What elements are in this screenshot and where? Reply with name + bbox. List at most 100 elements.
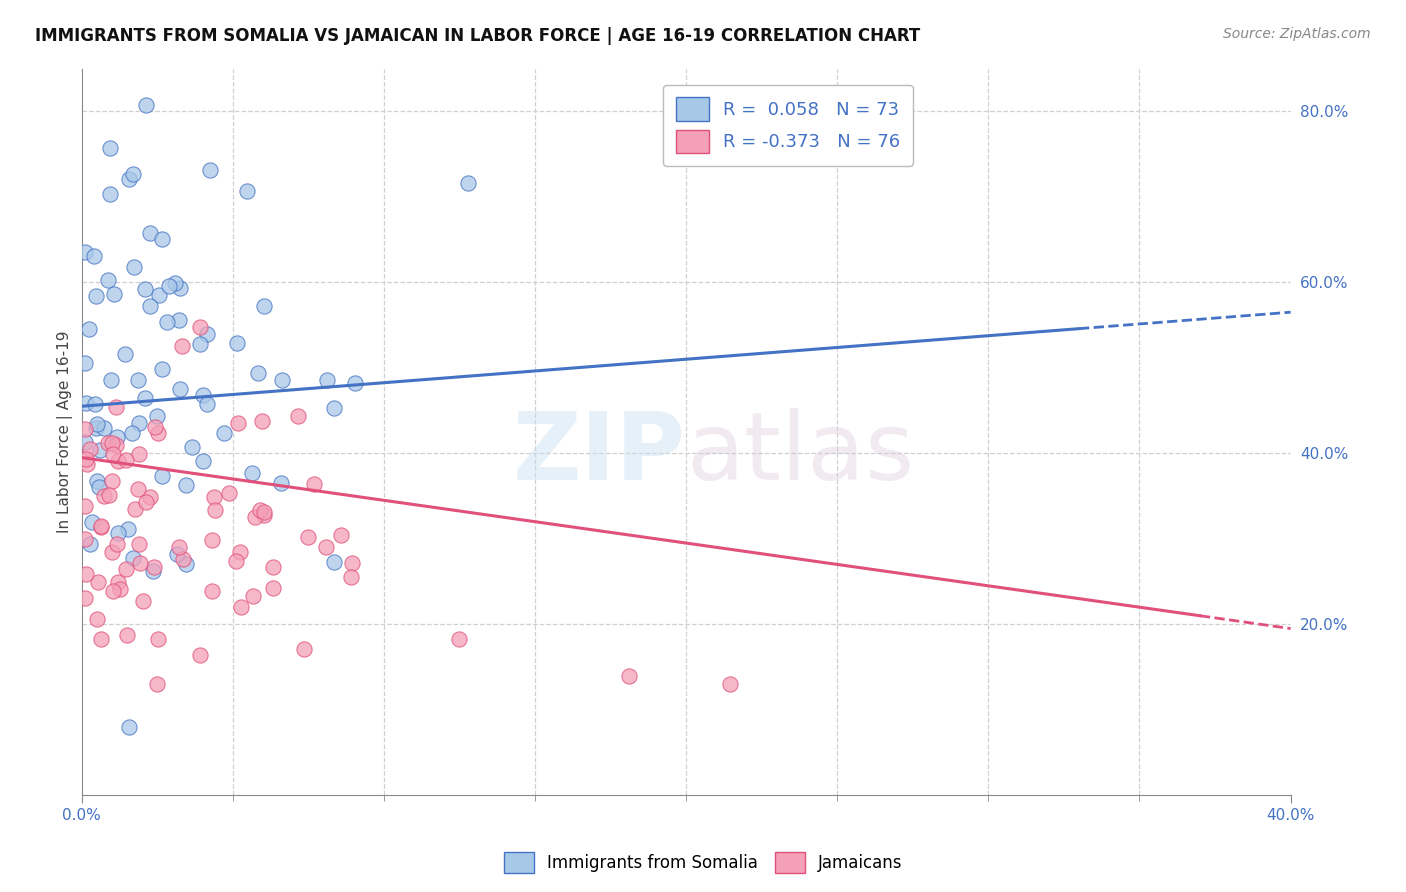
Point <box>86 289 108 303</box>
Point <box>127 482 149 496</box>
Point <box>114 347 136 361</box>
Point <box>117 522 139 536</box>
Point <box>86 474 108 488</box>
Point <box>73 532 96 546</box>
Point <box>118 720 141 734</box>
Point <box>156 315 179 329</box>
Point <box>107 454 129 468</box>
Point <box>250 413 273 427</box>
Point <box>75 451 97 466</box>
Point <box>169 281 191 295</box>
Point <box>195 396 218 410</box>
Point <box>315 541 337 555</box>
Point <box>87 480 110 494</box>
Point <box>150 469 173 483</box>
Point <box>107 525 129 540</box>
Point <box>115 453 138 467</box>
Point <box>447 632 470 646</box>
Point <box>93 489 115 503</box>
Point <box>100 373 122 387</box>
Point <box>148 287 170 301</box>
Point <box>229 600 252 615</box>
Point <box>101 545 124 559</box>
Point <box>146 632 169 647</box>
Point <box>121 167 143 181</box>
Point <box>202 491 225 505</box>
Point <box>80 515 103 529</box>
Point <box>128 447 150 461</box>
Point <box>253 505 276 519</box>
Point <box>226 336 249 351</box>
Point <box>159 279 181 293</box>
Point <box>128 537 150 551</box>
Point <box>75 567 97 582</box>
Point <box>240 467 263 481</box>
Point <box>292 642 315 657</box>
Point <box>139 490 162 504</box>
Point <box>253 508 276 522</box>
Point <box>73 356 96 370</box>
Point <box>135 495 157 509</box>
Point <box>86 417 108 431</box>
Point <box>169 382 191 396</box>
Point <box>188 648 211 662</box>
Point <box>98 141 121 155</box>
Point <box>617 669 640 683</box>
Point <box>188 320 211 334</box>
Point <box>170 339 193 353</box>
Point <box>101 583 124 598</box>
Point <box>90 520 112 534</box>
Point <box>191 454 214 468</box>
Point <box>105 401 128 415</box>
Point <box>225 554 247 568</box>
Point <box>97 435 120 450</box>
Point <box>124 501 146 516</box>
Point <box>93 421 115 435</box>
Y-axis label: In Labor Force | Age 16-19: In Labor Force | Age 16-19 <box>58 331 73 533</box>
Point <box>79 442 101 457</box>
Point <box>83 249 105 263</box>
Point <box>150 362 173 376</box>
Point <box>84 397 107 411</box>
Point <box>135 98 157 112</box>
Point <box>249 503 271 517</box>
Point <box>167 313 190 327</box>
Point <box>271 373 294 387</box>
Point <box>114 562 136 576</box>
Point <box>127 373 149 387</box>
Point <box>75 395 97 409</box>
Point <box>146 426 169 441</box>
Point <box>212 426 235 441</box>
Point <box>344 376 367 390</box>
Point <box>79 537 101 551</box>
Point <box>89 442 111 457</box>
Point <box>121 426 143 441</box>
Point <box>73 422 96 436</box>
Point <box>87 575 110 590</box>
Point <box>143 560 166 574</box>
Point <box>73 245 96 260</box>
Point <box>97 488 120 502</box>
Point <box>143 420 166 434</box>
Point <box>145 677 167 691</box>
Point <box>105 537 128 551</box>
Text: atlas: atlas <box>686 408 914 500</box>
Point <box>84 421 107 435</box>
Point <box>134 391 156 405</box>
Point <box>229 545 252 559</box>
Point <box>200 162 222 177</box>
Point <box>146 409 169 424</box>
Point <box>236 184 259 198</box>
Point <box>242 589 264 603</box>
Point <box>330 528 353 542</box>
Point <box>172 552 194 566</box>
Point <box>142 564 165 578</box>
Point <box>73 499 96 513</box>
Point <box>226 417 249 431</box>
Point <box>90 632 112 646</box>
Point <box>181 440 204 454</box>
Point <box>139 226 162 240</box>
Point <box>73 434 96 449</box>
Point <box>128 416 150 430</box>
Point <box>122 551 145 566</box>
